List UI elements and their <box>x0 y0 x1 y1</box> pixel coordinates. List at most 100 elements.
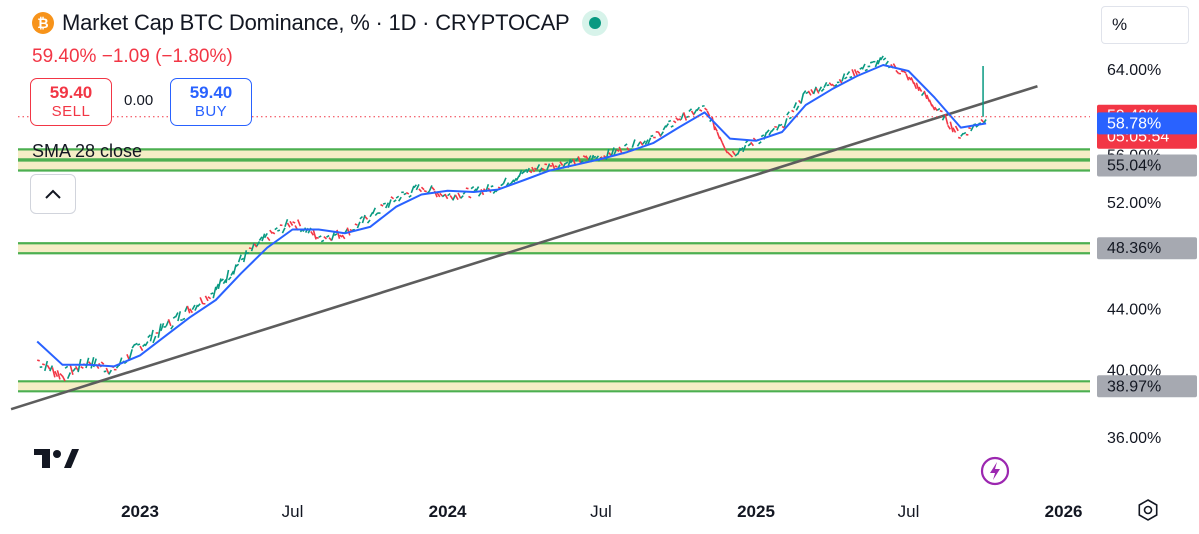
price-segment <box>281 227 286 234</box>
price-segment <box>371 207 377 215</box>
price-segment <box>670 125 674 128</box>
trend-line[interactable] <box>10 84 1038 411</box>
price-axis-label-text: 58.78% <box>1107 115 1161 132</box>
price-segment <box>261 233 266 242</box>
price-segment <box>662 125 667 131</box>
price-segment <box>131 343 136 349</box>
sma-line[interactable] <box>36 64 987 368</box>
y-tick-label: 44.00% <box>1107 302 1161 319</box>
price-segment <box>323 236 328 240</box>
price-segment <box>364 216 369 220</box>
price-segment <box>618 146 623 154</box>
price-segment <box>210 292 214 295</box>
price-segment <box>900 69 904 73</box>
price-segment <box>885 60 889 66</box>
price-segment <box>864 68 868 72</box>
buy-button[interactable]: 59.40 BUY <box>170 78 252 126</box>
price-segment <box>936 107 941 111</box>
price-segment <box>240 257 245 261</box>
sell-button[interactable]: 59.40 SELL <box>30 78 112 126</box>
price-segment <box>289 220 294 226</box>
price-segment <box>354 223 358 226</box>
price-segment <box>149 329 154 342</box>
price-segment <box>42 363 45 366</box>
symbol-header[interactable]: ₿ Market Cap BTC Dominance, % · 1D · CRY… <box>32 10 608 36</box>
price-segment <box>577 156 582 164</box>
price-segment <box>395 195 400 199</box>
price-segment <box>56 370 61 380</box>
price-segment <box>521 170 525 175</box>
price-segment <box>513 177 518 183</box>
price-segment <box>66 372 72 379</box>
price-segment <box>189 308 193 314</box>
buy-label: BUY <box>194 103 228 120</box>
price-segment <box>807 90 812 96</box>
price-segment <box>758 141 762 145</box>
price-segment <box>46 364 51 370</box>
price-segment <box>587 155 592 161</box>
market-status-icon[interactable] <box>581 10 608 36</box>
price-segment <box>920 91 925 97</box>
price-segment <box>420 186 425 191</box>
price-segment <box>781 125 785 129</box>
price-segment <box>882 57 887 61</box>
support-band <box>18 381 1090 392</box>
bitcoin-icon: ₿ <box>32 12 54 34</box>
price-segment <box>274 227 278 231</box>
price-segment <box>220 278 224 282</box>
price-segment <box>595 155 600 160</box>
price-segment <box>826 84 830 87</box>
price-axis-label-text: 48.36% <box>1107 240 1161 257</box>
price-segment <box>428 185 433 192</box>
y-tick-label: 52.00% <box>1107 195 1161 212</box>
price-segment <box>538 167 543 173</box>
price-segment <box>286 222 291 228</box>
price-segment <box>736 147 742 155</box>
price-segment <box>616 149 620 153</box>
price-segment <box>212 286 217 299</box>
price-segment <box>739 146 744 152</box>
price-segment <box>72 367 77 372</box>
price-segment <box>477 192 482 197</box>
scale-mode-button[interactable]: % <box>1101 6 1189 44</box>
price-segment <box>393 199 397 203</box>
sell-price: 59.40 <box>49 83 93 102</box>
price-segment <box>939 109 943 113</box>
price-change: 59.40% −1.09 (−1.80%) <box>32 46 233 67</box>
price-segment <box>931 104 936 111</box>
price-segment <box>771 127 775 132</box>
settings-icon[interactable] <box>1137 499 1159 521</box>
price-axis-label <box>1097 375 1197 398</box>
y-tick-label: 36.00% <box>1107 430 1161 447</box>
price-segment <box>523 168 528 173</box>
price-segment <box>230 270 235 276</box>
price-segment <box>575 157 579 162</box>
price-segment <box>704 107 708 111</box>
price-segment <box>982 119 987 124</box>
price-segment <box>439 192 443 197</box>
x-tick-label: Jul <box>282 502 304 521</box>
price-segment <box>915 82 920 92</box>
sell-label: SELL <box>51 103 91 120</box>
price-segment <box>413 184 418 189</box>
price-segment <box>724 148 729 154</box>
price-segment <box>729 153 734 158</box>
price-segment <box>742 144 747 153</box>
collapse-legend-button[interactable] <box>30 174 76 214</box>
symbol-title[interactable]: Market Cap BTC Dominance, % · 1D · CRYPT… <box>62 10 570 35</box>
indicator-legend[interactable]: SMA 28 close <box>32 141 142 162</box>
price-segment <box>554 165 558 168</box>
price-segment <box>215 283 220 291</box>
price-segment <box>387 199 392 208</box>
tradingview-logo-icon[interactable] <box>34 446 80 470</box>
price-segment <box>436 192 441 198</box>
x-tick-label: 2024 <box>429 502 467 521</box>
price-segment <box>80 366 84 370</box>
lightning-icon[interactable] <box>980 456 1010 486</box>
price-segment <box>502 177 507 185</box>
price-segment <box>356 221 361 229</box>
x-tick-label: 2025 <box>737 502 775 521</box>
spread-value: 0.00 <box>124 92 154 109</box>
price-segment <box>846 71 851 76</box>
